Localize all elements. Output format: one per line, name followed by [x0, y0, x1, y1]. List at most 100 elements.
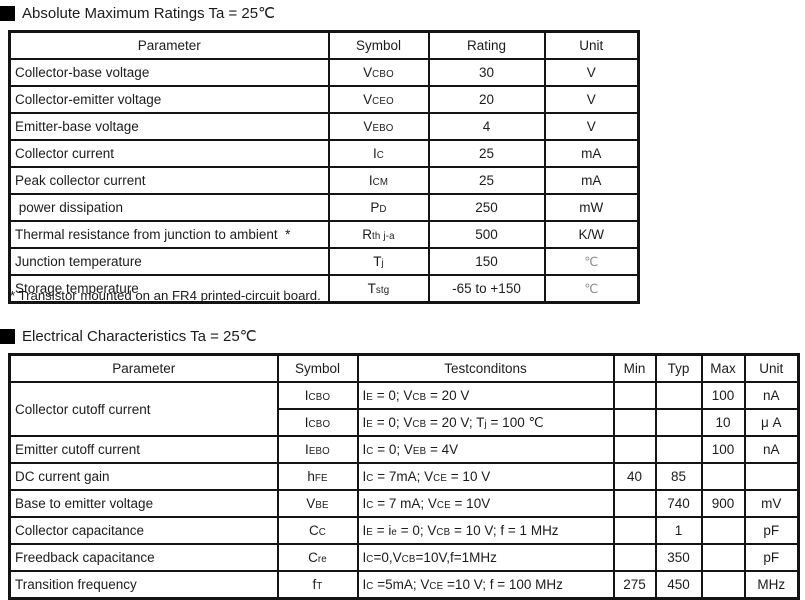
- table-row: Collector-emitter voltage VCEO 20 V: [8, 85, 640, 114]
- param-cell: Collector-emitter voltage: [8, 85, 330, 114]
- testcond-cell: IC = 7 mA; VCE = 10V: [356, 489, 615, 518]
- section-title-electrical-characteristics: Electrical Characteristics Ta = 25℃: [0, 327, 257, 345]
- table-row: Collector capacitance CC IE = ie = 0; VC…: [8, 516, 800, 545]
- min-cell: [612, 381, 657, 410]
- col-header-rating: Rating: [427, 30, 546, 60]
- min-cell: [612, 408, 657, 437]
- unit-cell: V: [543, 85, 640, 114]
- unit-cell: nA: [743, 435, 800, 464]
- testcond-cell: IC = 0; VEB = 4V: [356, 435, 615, 464]
- param-cell: Freedback capacitance: [8, 543, 279, 572]
- rating-cell: 25: [427, 139, 546, 168]
- param-cell: Collector-base voltage: [8, 58, 330, 87]
- max-cell: [700, 462, 746, 491]
- typ-cell: [654, 435, 703, 464]
- max-cell: [700, 543, 746, 572]
- symbol-cell: VEBO: [327, 112, 430, 141]
- rating-cell: 30: [427, 58, 546, 87]
- unit-cell: pF: [743, 543, 800, 572]
- min-cell: [612, 435, 657, 464]
- col-header-symbol: Symbol: [276, 353, 359, 383]
- typ-cell: 85: [654, 462, 703, 491]
- table-row: Base to emitter voltage VBE IC = 7 mA; V…: [8, 489, 800, 518]
- table-row: Collector cutoff current ICBO IE = 0; VC…: [8, 381, 800, 437]
- rating-cell: 20: [427, 85, 546, 114]
- param-cell: Transition frequency: [8, 570, 279, 600]
- min-cell: [612, 543, 657, 572]
- square-bullet-icon: [0, 5, 15, 21]
- table-row: DC current gain hFE IC = 7mA; VCE = 10 V…: [8, 462, 800, 491]
- symbol-cell: Cre: [276, 543, 359, 572]
- symbol-cell: PD: [327, 193, 430, 222]
- unit-cell: nA: [743, 381, 800, 410]
- max-cell: [700, 516, 746, 545]
- symbol-cell: IC: [327, 139, 430, 168]
- table-row: Transition frequency fT IC =5mA; VCE =10…: [8, 570, 800, 600]
- unit-cell: V: [543, 112, 640, 141]
- table-header-row: Parameter Symbol Rating Unit: [8, 30, 640, 60]
- table-row: Thermal resistance from junction to ambi…: [8, 220, 640, 249]
- table-row: Freedback capacitance Cre IC=0,VCB=10V,f…: [8, 543, 800, 572]
- max-cell: [700, 570, 746, 600]
- unit-cell: [743, 462, 800, 491]
- section-title-absolute-maximum-ratings: Absolute Maximum Ratings Ta = 25℃: [0, 4, 275, 22]
- symbol-cell: Rth j-a: [327, 220, 430, 249]
- symbol-cell: fT: [276, 570, 359, 600]
- table-header-row: Parameter Symbol Testconditons Min Typ M…: [8, 353, 800, 383]
- symbol-cell: VBE: [276, 489, 359, 518]
- param-cell: Peak collector current: [8, 166, 330, 195]
- unit-cell: mA: [543, 166, 640, 195]
- max-cell: 100: [700, 435, 746, 464]
- param-cell: Emitter-base voltage: [8, 112, 330, 141]
- param-cell: Collector capacitance: [8, 516, 279, 545]
- col-header-unit: Unit: [543, 30, 640, 60]
- symbol-cell: CC: [276, 516, 359, 545]
- min-cell: 275: [612, 570, 657, 600]
- symbol-cell: IEBO: [276, 435, 359, 464]
- col-header-min: Min: [612, 353, 657, 383]
- unit-cell: μ A: [743, 408, 800, 437]
- testcond-cell: IE = 0; VCB = 20 V; Tj = 100 ℃: [356, 408, 615, 437]
- min-cell: [612, 516, 657, 545]
- typ-cell: 1: [654, 516, 703, 545]
- typ-cell: 740: [654, 489, 703, 518]
- section-title-text: Electrical Characteristics Ta = 25℃: [22, 328, 257, 345]
- symbol-cell: ICBO: [276, 381, 359, 410]
- typ-cell: 450: [654, 570, 703, 600]
- rating-cell: -65 to +150: [427, 274, 546, 304]
- testcond-cell: IC = 7mA; VCE = 10 V: [356, 462, 615, 491]
- typ-cell: [654, 408, 703, 437]
- table-row: power dissipation PD 250 mW: [8, 193, 640, 222]
- unit-cell: ℃: [543, 247, 640, 276]
- max-cell: 100: [700, 381, 746, 410]
- param-cell: Base to emitter voltage: [8, 489, 279, 518]
- unit-cell: pF: [743, 516, 800, 545]
- rating-cell: 250: [427, 193, 546, 222]
- testcond-cell: IC =5mA; VCE =10 V; f = 100 MHz: [356, 570, 615, 600]
- param-cell: Emitter cutoff current: [8, 435, 279, 464]
- absolute-maximum-ratings-table: Parameter Symbol Rating Unit Collector-b…: [8, 30, 640, 304]
- param-cell: Thermal resistance from junction to ambi…: [8, 220, 330, 249]
- symbol-cell: hFE: [276, 462, 359, 491]
- typ-cell: 350: [654, 543, 703, 572]
- param-cell: Collector current: [8, 139, 330, 168]
- param-cell: DC current gain: [8, 462, 279, 491]
- testcond-cell: IE = 0; VCB = 20 V: [356, 381, 615, 410]
- table-row: Junction temperature Tj 150 ℃: [8, 247, 640, 276]
- footnote: * Transistor mounted on an FR4 printed-c…: [10, 288, 321, 303]
- symbol-cell: ICM: [327, 166, 430, 195]
- param-cell: Collector cutoff current: [8, 381, 279, 437]
- table-row: Collector current IC 25 mA: [8, 139, 640, 168]
- section-title-text: Absolute Maximum Ratings Ta = 25℃: [22, 5, 275, 22]
- max-cell: 10: [700, 408, 746, 437]
- min-cell: [612, 489, 657, 518]
- symbol-cell: Tstg: [327, 274, 430, 304]
- unit-cell: K/W: [543, 220, 640, 249]
- rating-cell: 4: [427, 112, 546, 141]
- symbol-cell: VCEO: [327, 85, 430, 114]
- unit-cell: MHz: [743, 570, 800, 600]
- col-header-max: Max: [700, 353, 746, 383]
- unit-cell: mA: [543, 139, 640, 168]
- symbol-cell: VCBO: [327, 58, 430, 87]
- table-row: ICBO IE = 0; VCB = 20 V; Tj = 100 ℃ 10 μ…: [10, 408, 800, 437]
